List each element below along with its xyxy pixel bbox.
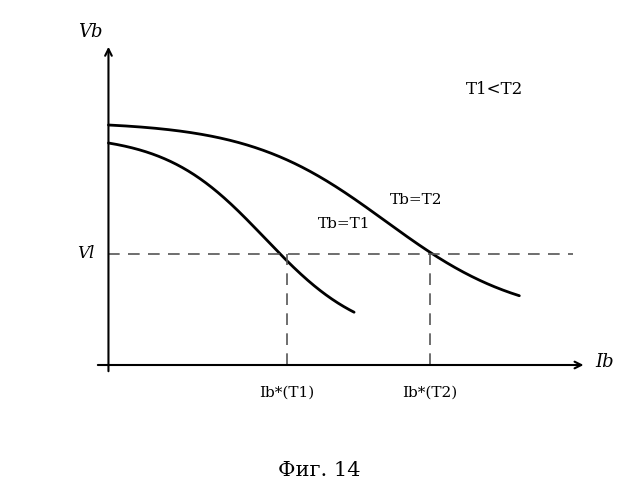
Text: Ib*(T2): Ib*(T2)	[403, 386, 457, 400]
Text: Vb: Vb	[78, 23, 103, 41]
Text: Ib: Ib	[595, 353, 614, 371]
Text: Ib*(T1): Ib*(T1)	[260, 386, 315, 400]
Text: Tb=T1: Tb=T1	[318, 217, 371, 231]
Text: Vl: Vl	[77, 246, 95, 262]
Text: T1<T2: T1<T2	[466, 80, 523, 98]
Text: Tb=T2: Tb=T2	[390, 193, 442, 207]
Text: Фиг. 14: Фиг. 14	[278, 460, 360, 479]
